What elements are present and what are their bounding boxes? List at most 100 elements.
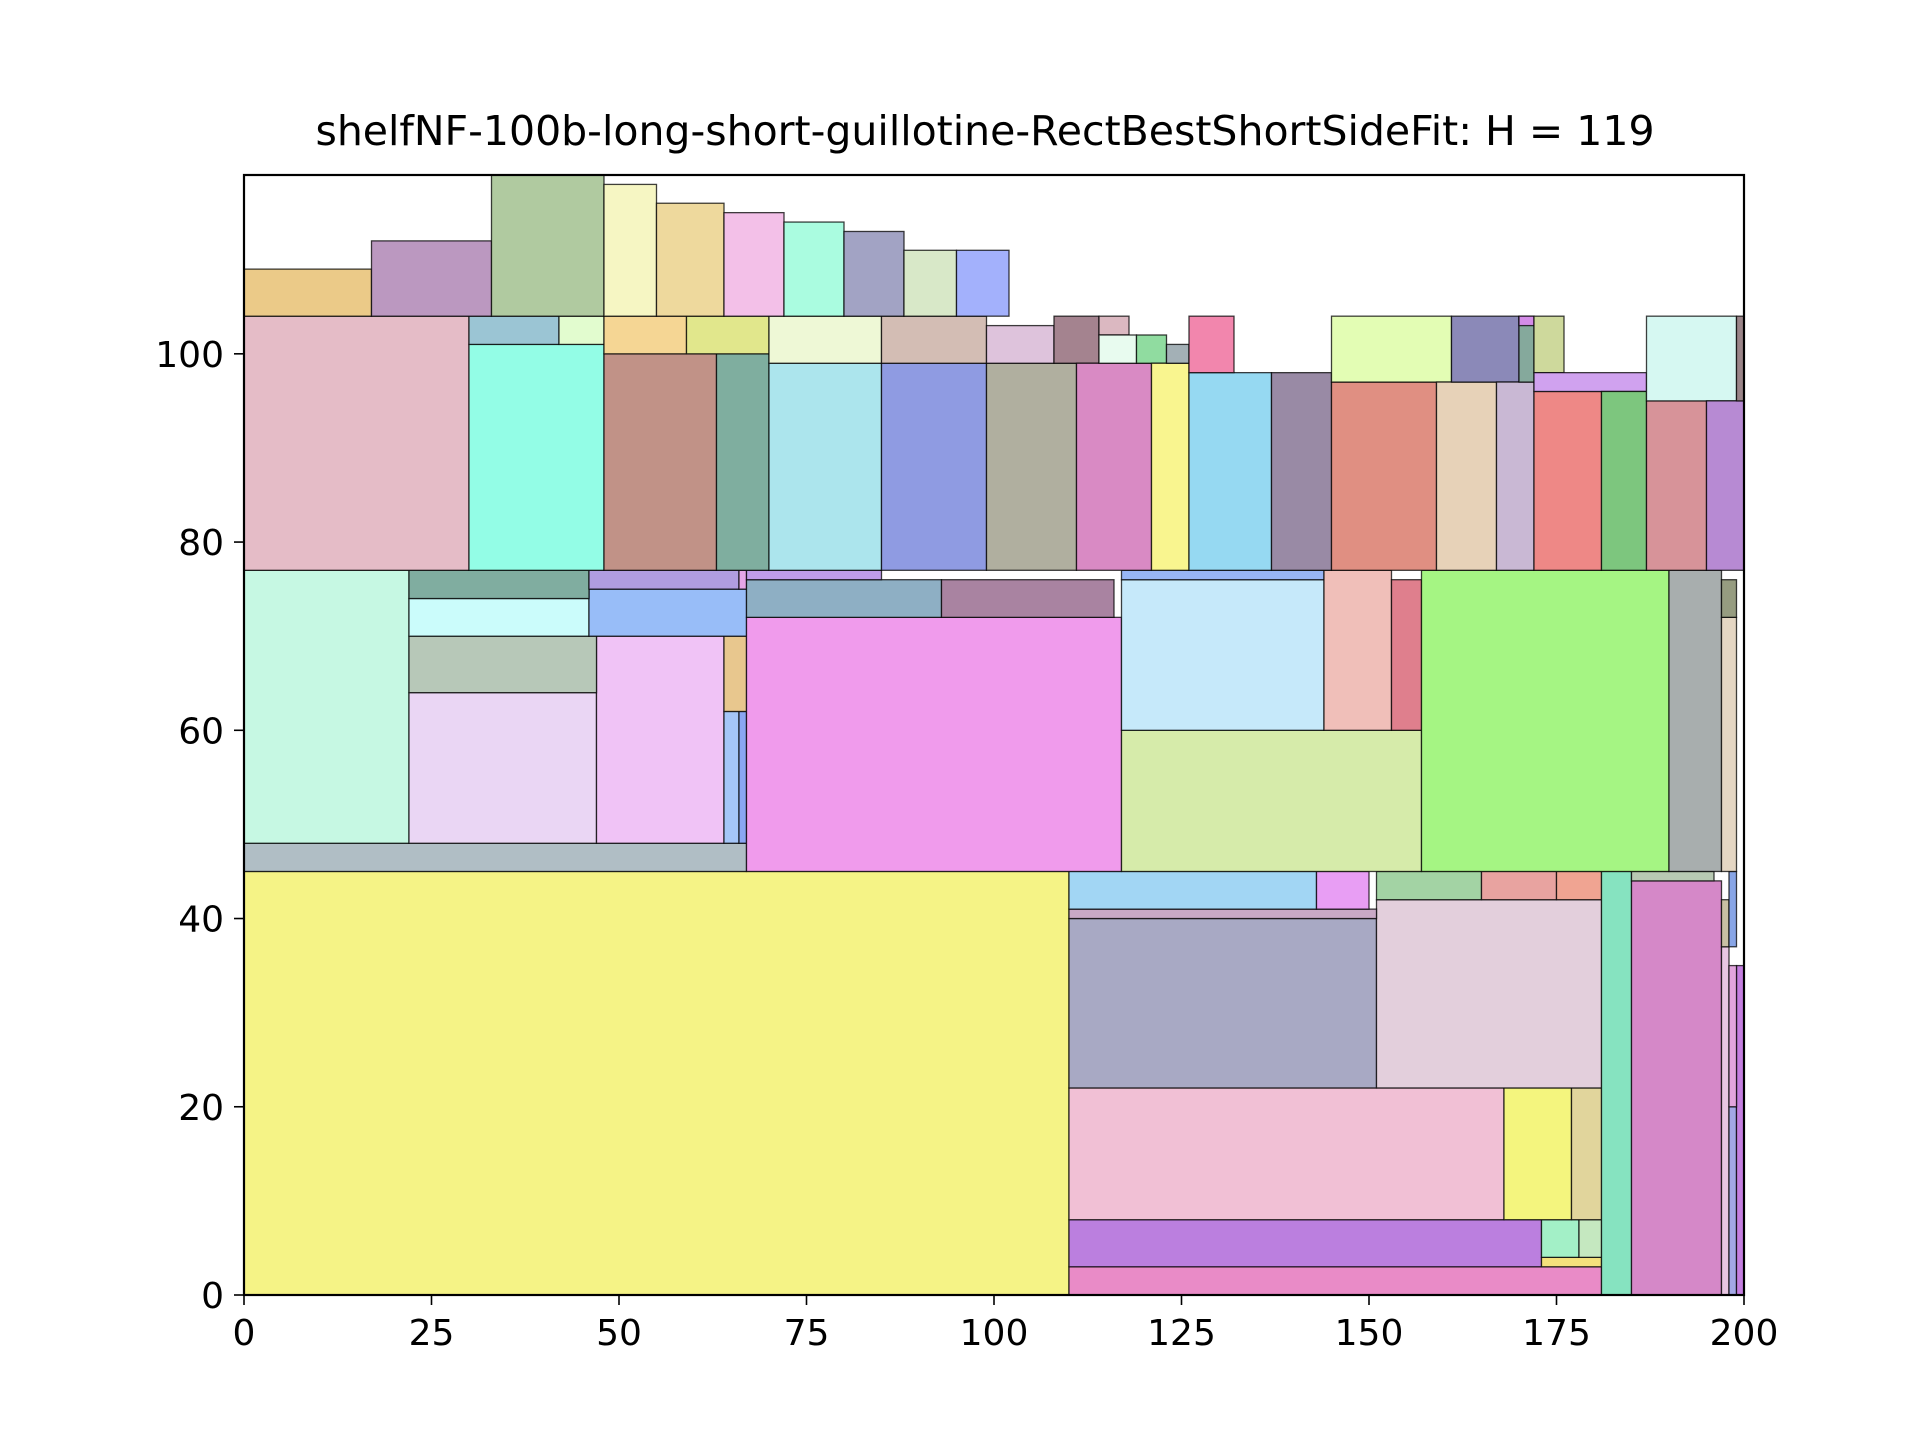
packed-rect-99 <box>903 249 958 317</box>
packed-rect-19 <box>1630 870 1715 882</box>
packed-rect-36 <box>408 569 590 600</box>
packed-rect-94 <box>603 183 658 317</box>
packed-rect-6 <box>1068 1087 1505 1221</box>
packed-rect-91 <box>243 268 373 317</box>
packed-rect-1 <box>1068 1266 1603 1296</box>
packed-rect-29 <box>595 635 725 844</box>
packed-rect-35 <box>588 588 748 637</box>
packed-rect-12 <box>1068 870 1318 910</box>
packed-rect-53 <box>468 343 605 571</box>
y-axis: 0 20 40 60 80 100 <box>155 335 244 1317</box>
packed-rect-22 <box>1728 1106 1738 1296</box>
packed-rect-46 <box>1323 569 1393 731</box>
packed-rect-88 <box>1645 315 1738 402</box>
x-tick-label-5: 125 <box>1147 1313 1216 1354</box>
packed-rect-43 <box>1120 729 1423 873</box>
packed-rect-51 <box>1720 579 1738 619</box>
packed-rect-41 <box>940 579 1115 619</box>
packed-rect-54 <box>468 315 560 346</box>
y-tick-label-5: 100 <box>155 335 224 376</box>
packed-rect-50 <box>1720 616 1738 873</box>
rects-layer <box>243 174 1745 1296</box>
packed-rect-52 <box>243 315 470 571</box>
x-tick-label-7: 175 <box>1522 1313 1591 1354</box>
packed-rect-97 <box>783 221 845 317</box>
packed-rect-64 <box>985 362 1078 571</box>
packed-rect-75 <box>1270 371 1333 571</box>
packed-rect-92 <box>370 240 493 317</box>
packed-rect-98 <box>843 230 905 317</box>
packed-rect-13 <box>1315 870 1370 910</box>
packed-rect-61 <box>768 315 883 364</box>
x-tick-label-3: 75 <box>784 1313 830 1354</box>
packed-rect-17 <box>1600 870 1633 1296</box>
packed-rect-82 <box>1518 315 1535 327</box>
packed-rect-89 <box>1705 400 1745 571</box>
packed-rect-27 <box>243 569 410 844</box>
packed-rect-37 <box>588 569 740 590</box>
packed-rect-4 <box>1540 1219 1580 1259</box>
packed-rect-85 <box>1533 371 1648 393</box>
packed-rect-14 <box>1375 870 1483 901</box>
x-tick-label-8: 200 <box>1710 1313 1779 1354</box>
packed-rect-73 <box>1188 371 1273 571</box>
packed-rect-87 <box>1645 400 1708 571</box>
packed-rect-78 <box>1435 381 1498 571</box>
packed-rect-38 <box>738 569 748 590</box>
packed-rect-100 <box>955 249 1010 317</box>
packed-rect-24 <box>1728 870 1738 948</box>
packed-rect-62 <box>880 362 988 571</box>
packed-rect-57 <box>603 315 688 355</box>
packed-rect-71 <box>1150 362 1190 571</box>
packed-rect-49 <box>1668 569 1723 873</box>
packed-rect-10 <box>1375 899 1603 1089</box>
x-tick-label-0: 0 <box>233 1313 256 1354</box>
packed-rect-23 <box>1735 964 1745 1296</box>
chart-title: shelfNF-100b-long-short-guillotine-RectB… <box>315 107 1654 155</box>
packed-rect-32 <box>723 635 748 713</box>
packed-rect-30 <box>723 710 740 844</box>
packed-rect-26 <box>243 842 748 873</box>
packed-rect-18 <box>1630 880 1723 1296</box>
packed-rect-20 <box>1720 946 1730 1296</box>
packed-rect-16 <box>1555 870 1603 901</box>
packed-rect-86 <box>1600 390 1648 571</box>
packed-rect-7 <box>1503 1087 1573 1221</box>
packed-rect-56 <box>603 353 718 571</box>
packed-rect-0 <box>243 870 1070 1296</box>
packed-rect-83 <box>1533 315 1565 374</box>
packed-rect-77 <box>1330 315 1453 383</box>
packed-rect-44 <box>1120 579 1325 731</box>
packed-rect-65 <box>985 324 1055 364</box>
packed-rect-69 <box>1098 334 1138 364</box>
y-tick-label-3: 60 <box>178 711 224 752</box>
packed-rect-11 <box>1068 908 1378 920</box>
x-tick-label-4: 100 <box>960 1313 1029 1354</box>
packed-rect-42 <box>745 569 883 581</box>
packed-rect-95 <box>655 202 725 317</box>
packed-rect-76 <box>1330 381 1438 571</box>
x-tick-label-2: 50 <box>596 1313 642 1354</box>
packed-rect-84 <box>1533 390 1603 571</box>
packed-rect-33 <box>408 635 598 694</box>
packed-rect-72 <box>1165 343 1190 364</box>
packed-rect-47 <box>1390 579 1423 731</box>
packed-rect-25 <box>1728 964 1738 1108</box>
packed-rect-21 <box>1720 899 1730 948</box>
packed-rect-90 <box>1735 315 1745 402</box>
packed-rect-40 <box>745 579 943 619</box>
x-axis: 0 25 50 75 100 125 150 175 200 <box>233 1295 1779 1354</box>
y-tick-label-2: 40 <box>178 900 224 941</box>
packed-rect-9 <box>1068 917 1378 1089</box>
packed-rect-59 <box>685 315 770 355</box>
packed-rect-70 <box>1135 334 1168 364</box>
packed-rect-67 <box>1098 315 1130 336</box>
packed-rect-96 <box>723 211 785 317</box>
x-tick-label-1: 25 <box>409 1313 455 1354</box>
packed-rect-60 <box>768 362 883 571</box>
packed-rect-28 <box>408 691 598 844</box>
packed-rect-31 <box>738 710 748 844</box>
packed-rect-63 <box>880 315 988 364</box>
